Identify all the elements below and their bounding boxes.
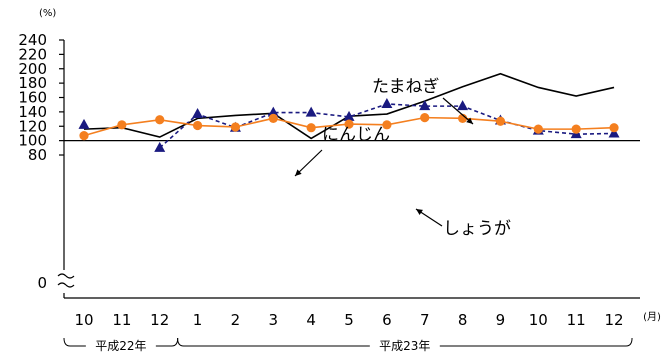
data-point (343, 110, 355, 121)
data-point (420, 113, 430, 123)
x-tick-label: 10 (529, 311, 548, 329)
data-point (117, 120, 127, 130)
data-point (495, 116, 506, 126)
y-tick-label: 0 (37, 274, 47, 292)
x-tick-label: 4 (306, 311, 316, 329)
data-point (267, 106, 279, 117)
data-point (154, 141, 166, 152)
series-label-arrowhead (466, 117, 473, 124)
data-point (571, 124, 581, 134)
data-point (192, 120, 203, 131)
y-axis-unit: (%) (39, 8, 56, 19)
series-label-leader (442, 97, 474, 125)
x-axis-unit: (月) (643, 311, 661, 323)
data-point (268, 113, 278, 123)
data-point (230, 122, 241, 132)
x-tick-label: 11 (112, 311, 131, 329)
data-point (457, 100, 469, 111)
x-tick-label: 12 (604, 311, 623, 329)
era-label: 平成23年 (379, 339, 430, 353)
x-tick-label: 7 (420, 311, 430, 329)
x-tick-label: 8 (458, 311, 468, 329)
x-tick-label: 9 (496, 311, 506, 329)
y-tick-label: 160 (18, 89, 47, 107)
data-point (305, 106, 317, 117)
axis-break-mark-upper (57, 273, 75, 279)
data-point (306, 123, 316, 133)
series-label-arrowhead (295, 169, 302, 176)
data-point (419, 100, 431, 111)
x-tick-label: 1 (193, 311, 203, 329)
data-point (609, 123, 619, 133)
data-point (78, 118, 90, 129)
data-point (608, 127, 620, 138)
y-tick-label: 100 (18, 132, 47, 150)
x-tick-label: 6 (382, 311, 392, 329)
series-label: しょうが (443, 219, 511, 239)
x-tick-label: 11 (567, 311, 586, 329)
era-bracket-left (177, 337, 370, 347)
series-label: にんじん (322, 125, 390, 145)
era-bracket-right (439, 337, 633, 347)
era-label: 平成22年 (95, 339, 146, 353)
data-point (79, 131, 89, 141)
axis-break-mark-lower (57, 282, 75, 288)
era-bracket-right (155, 337, 179, 347)
data-point (381, 97, 393, 108)
x-tick-label: 10 (74, 311, 93, 329)
y-tick-label: 140 (18, 103, 47, 121)
y-tick-label: 240 (18, 31, 47, 49)
x-tick-label: 3 (269, 311, 279, 329)
y-tick-label: 220 (18, 45, 47, 63)
x-tick-label: 2 (231, 311, 241, 329)
y-tick-label: 200 (18, 60, 47, 78)
data-point (458, 113, 468, 123)
era-bracket-left (63, 337, 86, 347)
series-label-arrowhead (416, 209, 423, 215)
series-label: たまねぎ (372, 77, 440, 97)
y-tick-label: 80 (28, 146, 47, 164)
data-point (382, 120, 392, 130)
data-point (533, 124, 543, 134)
y-tick-label: 180 (18, 74, 47, 92)
data-point (155, 115, 165, 125)
x-tick-label: 5 (344, 311, 354, 329)
data-point (192, 108, 204, 119)
y-tick-label: 120 (18, 117, 47, 135)
x-tick-label: 12 (150, 311, 169, 329)
data-point (344, 119, 354, 129)
